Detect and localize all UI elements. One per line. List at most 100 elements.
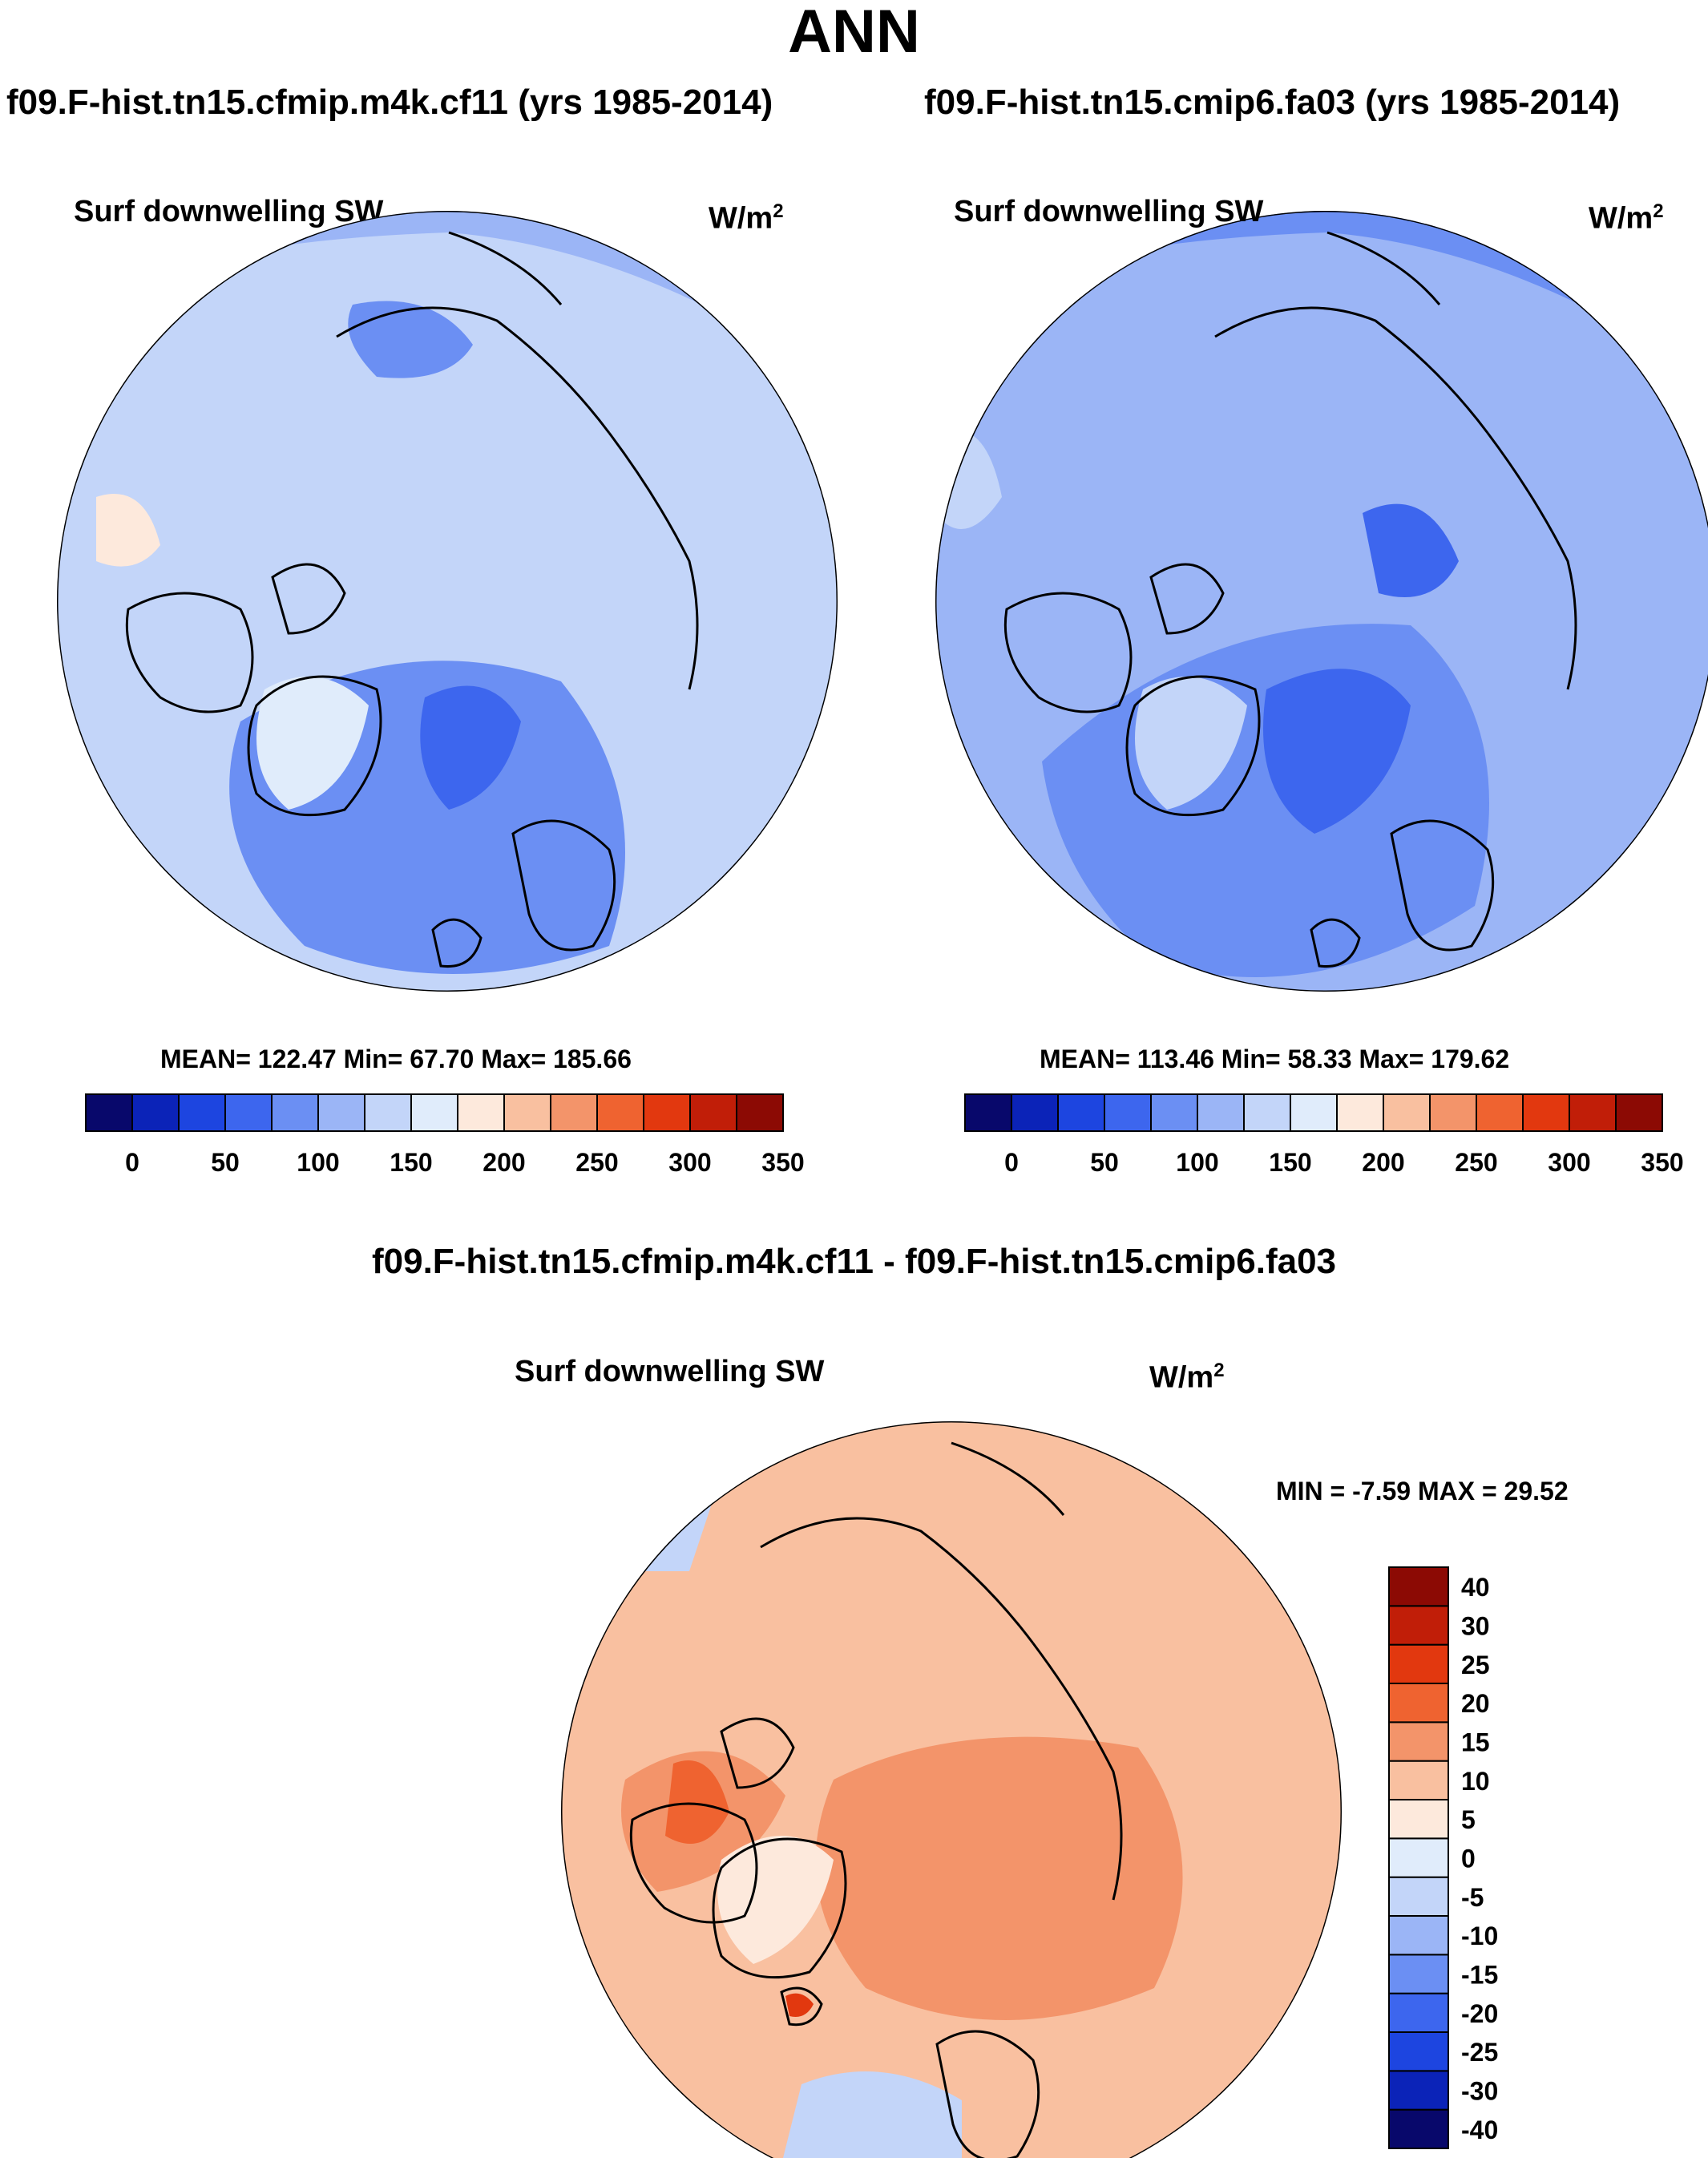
colorbar-tick-label: 50: [1090, 1148, 1119, 1177]
panel2-units-label: W/m2: [1589, 200, 1664, 236]
panel2-case-title: f09.F-hist.tn15.cmip6.fa03 (yrs 1985-201…: [924, 83, 1621, 122]
colorbar-swatch: [1388, 1683, 1449, 1724]
colorbar-swatch: [1150, 1093, 1198, 1132]
colorbar-swatch: [1388, 1566, 1449, 1607]
colorbar-tick-label: 200: [1362, 1148, 1404, 1177]
colorbar-swatch: [1388, 1992, 1449, 2034]
colorbar-swatch: [364, 1093, 412, 1132]
colorbar-tick-label: 100: [297, 1148, 339, 1177]
colorbar-swatch: [1388, 1876, 1449, 1918]
diff-field-region-greenland: [717, 1836, 834, 1964]
map1-field-region-pacific: [348, 301, 473, 378]
colorbar-swatch: [457, 1093, 505, 1132]
colorbar-swatch: [1388, 1837, 1449, 1878]
map1-field-region-greenland: [256, 677, 369, 810]
colorbar-swatch: [1615, 1093, 1663, 1132]
diff-variable-label: Surf downwelling SW: [515, 1355, 825, 1388]
colorbar-tick-label: 300: [668, 1148, 711, 1177]
colorbar-swatch: [1011, 1093, 1059, 1132]
colorbar-tick-label: -40: [1461, 2116, 1498, 2144]
diff-field-region-iceland: [785, 1993, 814, 2017]
colorbar-swatch: [1197, 1093, 1245, 1132]
map2-field-region-siberia: [1363, 503, 1459, 597]
colorbar-swatch: [1388, 1954, 1449, 1994]
map2-field-region-greenland: [1135, 677, 1247, 810]
colorbar-swatch: [1104, 1093, 1152, 1132]
colorbar-difference-labels: -40 -30 -25 -20 -15 -10 -5 0 5 10 15 20 25 30 40: [1461, 1573, 1498, 2144]
map1-coastlines: [125, 231, 699, 968]
map2-coastlines: [1003, 231, 1577, 968]
colorbar-swatch: [550, 1093, 598, 1132]
colorbar-swatch: [317, 1093, 365, 1132]
colorbar-difference: [1388, 1566, 1449, 2150]
panel2-variable-label: Surf downwelling SW: [954, 195, 1264, 228]
colorbar-swatch: [643, 1093, 691, 1132]
colorbar-swatch: [1388, 1605, 1449, 1646]
colorbar-swatch: [271, 1093, 319, 1132]
colorbar-tick-label: 300: [1548, 1148, 1590, 1177]
colorbar-model1: [85, 1093, 784, 1132]
colorbar-tick-label: 5: [1461, 1805, 1476, 1834]
colorbar-tick-label: 100: [1176, 1148, 1218, 1177]
polar-map-model1: [57, 211, 838, 992]
colorbar-swatch: [1522, 1093, 1570, 1132]
colorbar-swatch: [596, 1093, 644, 1132]
colorbar-tick-label: 10: [1461, 1767, 1490, 1796]
map2-field-region-minimum: [1263, 669, 1411, 834]
map1-field-region-minimum: [420, 685, 521, 810]
colorbar-swatch: [131, 1093, 180, 1132]
colorbar-swatch: [1388, 1799, 1449, 1840]
colorbar-swatch: [1388, 1915, 1449, 1956]
colorbar-tick-label: 15: [1461, 1728, 1490, 1757]
colorbar-swatch: [1476, 1093, 1524, 1132]
diff-field-region-max: [665, 1760, 729, 1844]
colorbar-model1-labels: 0 50 100 150 200 250 300 350: [125, 1148, 805, 1177]
panel1-units-label: W/m2: [709, 200, 784, 236]
colorbar-swatch: [178, 1093, 226, 1132]
colorbar-swatch: [964, 1093, 1012, 1132]
colorbar-tick-label: 50: [211, 1148, 240, 1177]
panel2-stats: MEAN= 113.46 Min= 58.33 Max= 179.62: [1040, 1045, 1510, 1073]
colorbar-swatch: [1388, 1721, 1449, 1762]
colorbar-swatch: [1388, 1643, 1449, 1685]
colorbar-tick-label: 250: [575, 1148, 618, 1177]
panel1-case-title: f09.F-hist.tn15.cfmip.m4k.cf11 (yrs 1985…: [6, 83, 773, 122]
colorbar-swatch: [689, 1093, 737, 1132]
diff-field-region-negative-s: [769, 2071, 962, 2158]
colorbar-tick-label: -10: [1461, 1922, 1498, 1950]
colorbar-tick-label: 25: [1461, 1651, 1490, 1679]
colorbar-swatch: [1383, 1093, 1431, 1132]
colorbar-swatch: [85, 1093, 133, 1132]
diff-stats: MIN = -7.59 MAX = 29.52: [1276, 1477, 1569, 1505]
diff-field-region-central: [815, 1736, 1183, 2020]
colorbar-tick-label: -25: [1461, 2038, 1498, 2067]
colorbar-swatch: [224, 1093, 273, 1132]
colorbar-swatch: [1388, 2070, 1449, 2111]
diff-units-label: W/m2: [1149, 1360, 1225, 1395]
colorbar-swatch: [410, 1093, 458, 1132]
colorbar-tick-label: 350: [1641, 1148, 1683, 1177]
colorbar-tick-label: 150: [390, 1148, 432, 1177]
colorbar-swatch: [736, 1093, 784, 1132]
colorbar-tick-label: -30: [1461, 2077, 1498, 2106]
colorbar-tick-label: 350: [761, 1148, 804, 1177]
colorbar-tick-label: 150: [1269, 1148, 1311, 1177]
colorbar-tick-label: 200: [483, 1148, 525, 1177]
polar-map-model2: [935, 211, 1708, 992]
colorbar-swatch: [1290, 1093, 1338, 1132]
colorbar-tick-label: -15: [1461, 1961, 1498, 1990]
colorbar-swatch: [1336, 1093, 1384, 1132]
polar-map-difference: [561, 1421, 1342, 2158]
diff-coastlines: [629, 1441, 1123, 2158]
colorbar-tick-label: 30: [1461, 1612, 1490, 1641]
map1-field-region-warm-edge: [96, 494, 160, 567]
colorbar-swatch: [1388, 2031, 1449, 2072]
colorbar-swatch: [1569, 1093, 1617, 1132]
colorbar-swatch: [1243, 1093, 1291, 1132]
colorbar-tick-label: 0: [125, 1148, 139, 1177]
colorbar-model2: [964, 1093, 1663, 1132]
colorbar-swatch: [1388, 2108, 1449, 2150]
page-title: ANN: [788, 0, 920, 66]
colorbar-tick-label: 20: [1461, 1689, 1490, 1718]
